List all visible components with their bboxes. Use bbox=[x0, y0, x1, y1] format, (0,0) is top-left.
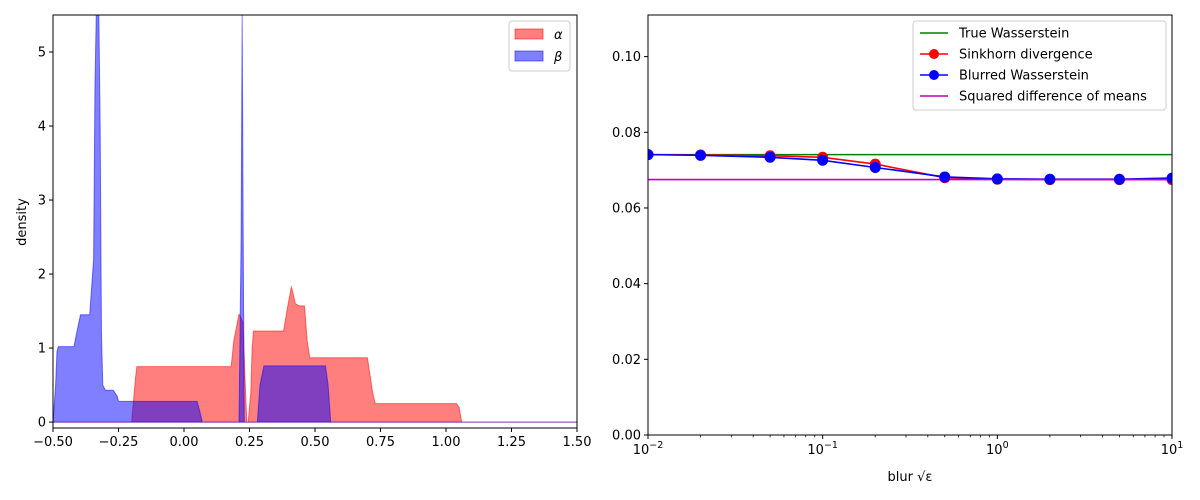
wasserstein-legend: True Wasserstein Sinkhorn divergence Blurr… bbox=[912, 20, 1167, 111]
density-ytick-label: 5 bbox=[38, 46, 46, 61]
blur-xtick-label: 10−2 bbox=[633, 440, 664, 458]
density-xtick-label: −0.50 bbox=[33, 435, 73, 450]
point-blurred-wasserstein bbox=[991, 173, 1003, 185]
density-xtick-label: 0.50 bbox=[301, 435, 330, 450]
density-legend-swatch bbox=[514, 50, 544, 62]
value-ytick-label: 0.02 bbox=[612, 353, 641, 368]
density-area-beta bbox=[53, 15, 577, 423]
density-xtick-label: 0.75 bbox=[366, 435, 395, 450]
legend-label-true-wasserstein: True Wasserstein bbox=[958, 27, 1069, 42]
point-blurred-wasserstein bbox=[1044, 173, 1056, 185]
wasserstein-axes-frame bbox=[647, 14, 1173, 436]
wasserstein-legend-box bbox=[912, 20, 1167, 111]
density-chart: −0.50 −0.25 0.00 0.25 0.50 0.75 1.00 1.25 1.50 0 1… bbox=[15, 14, 591, 450]
density-ylabel: density bbox=[15, 198, 30, 246]
blur-xtick-label: 100 bbox=[986, 440, 1009, 458]
point-blurred-wasserstein bbox=[1166, 172, 1172, 184]
density-ytick-label: 4 bbox=[38, 120, 46, 135]
wasserstein-chart: 10−2 10−1 100 101 0.00 0.02 0.04 0.06 0.08 0.10 b… bbox=[612, 14, 1183, 485]
density-ytick-label: 3 bbox=[38, 194, 46, 209]
blur-xtick-label: 10−1 bbox=[807, 440, 838, 458]
value-ytick-label: 0.06 bbox=[612, 201, 641, 216]
density-ytick-label: 0 bbox=[38, 416, 46, 431]
density-legend-label: α bbox=[554, 28, 563, 43]
value-ytick-label: 0.00 bbox=[612, 429, 641, 444]
density-legend-label: β bbox=[553, 50, 562, 65]
density-xtick-label: −0.25 bbox=[99, 435, 139, 450]
value-ytick-label: 0.10 bbox=[612, 50, 641, 65]
density-xtick-label: 1.25 bbox=[497, 435, 526, 450]
legend-marker-blurred-wasserstein bbox=[929, 70, 939, 80]
point-blurred-wasserstein bbox=[695, 149, 707, 161]
value-ytick-label: 0.04 bbox=[612, 277, 641, 292]
line-sinkhorn-divergence bbox=[648, 153, 1172, 181]
wasserstein-axis-ticks: 10−2 10−1 100 101 0.00 0.02 0.04 0.06 0.08 0.10 bbox=[612, 50, 1183, 458]
density-legend: αβ bbox=[508, 20, 571, 72]
blur-xtick-label: 101 bbox=[1161, 440, 1184, 458]
density-plot-area bbox=[53, 15, 577, 423]
wasserstein-plot-area bbox=[648, 149, 1172, 186]
point-blurred-wasserstein bbox=[764, 151, 776, 163]
value-ytick-label: 0.08 bbox=[612, 126, 641, 141]
density-ytick-label: 1 bbox=[38, 342, 46, 357]
legend-label-squared-difference-of-means: Squared difference of means bbox=[959, 90, 1147, 105]
legend-marker-sinkhorn-divergence bbox=[929, 49, 939, 59]
density-axis-ticks: −0.50 −0.25 0.00 0.25 0.50 0.75 1.00 1.25 1.50 0 1… bbox=[33, 46, 591, 450]
point-blurred-wasserstein bbox=[1113, 173, 1125, 185]
legend-label-sinkhorn-divergence: Sinkhorn divergence bbox=[959, 48, 1093, 63]
density-legend-swatch bbox=[514, 28, 544, 40]
density-xtick-label: 1.00 bbox=[432, 435, 461, 450]
density-xtick-label: 1.50 bbox=[563, 435, 592, 450]
density-ytick-label: 2 bbox=[38, 268, 46, 283]
legend-label-blurred-wasserstein: Blurred Wasserstein bbox=[959, 69, 1089, 84]
density-area-alpha bbox=[53, 286, 577, 423]
density-xtick-label: 0.00 bbox=[170, 435, 199, 450]
density-axes-frame bbox=[52, 14, 578, 429]
point-blurred-wasserstein bbox=[869, 161, 881, 173]
point-blurred-wasserstein bbox=[817, 154, 829, 166]
line-blurred-wasserstein bbox=[648, 153, 1172, 181]
density-xtick-label: 0.25 bbox=[235, 435, 264, 450]
blur-xlabel: blur √ε bbox=[888, 470, 933, 485]
point-blurred-wasserstein bbox=[648, 149, 654, 161]
point-blurred-wasserstein bbox=[939, 171, 951, 183]
